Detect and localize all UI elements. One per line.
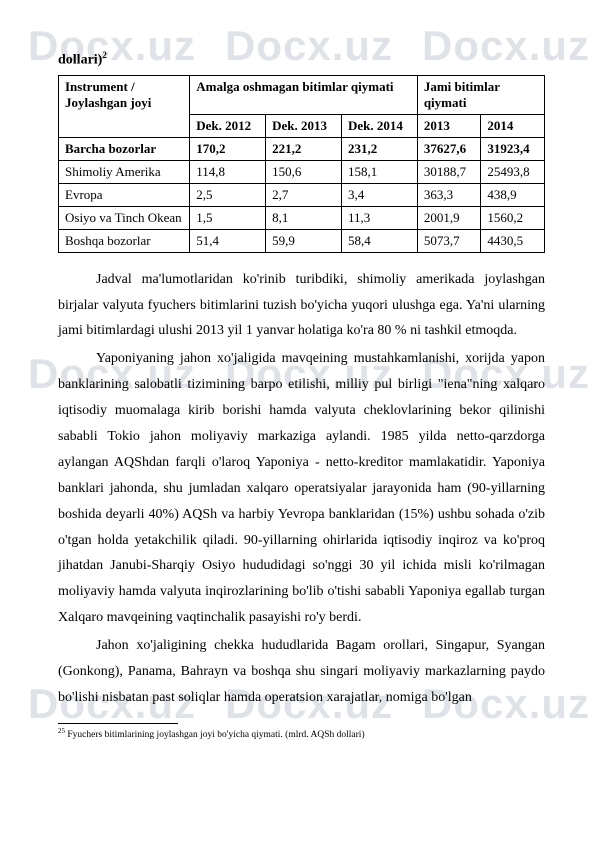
col-sub-dek2013: Dek. 2013: [266, 114, 342, 137]
heading-sup: 2: [102, 50, 107, 60]
data-table: Instrument / Joylashgan joyi Amalga oshm…: [58, 75, 545, 253]
cell: 58,4: [341, 229, 417, 252]
cell: Evropa: [59, 183, 190, 206]
cell: 8,1: [266, 206, 342, 229]
page-content: dollari)2 Instrument / Joylashgan joyi A…: [0, 0, 595, 770]
cell: 2001,9: [417, 206, 481, 229]
heading-text: dollari): [58, 53, 102, 68]
table-row: Evropa 2,5 2,7 3,4 363,3 438,9: [59, 183, 545, 206]
footnote-sup: 25: [58, 727, 65, 735]
table-heading: dollari)2: [58, 50, 545, 69]
table-row: Barcha bozorlar 170,2 221,2 231,2 37627,…: [59, 137, 545, 160]
cell: Osiyo va Tinch Okean: [59, 206, 190, 229]
cell: 1560,2: [481, 206, 545, 229]
cell: Boshqa bozorlar: [59, 229, 190, 252]
cell: 25493,8: [481, 160, 545, 183]
cell: 231,2: [341, 137, 417, 160]
paragraph-2: Yaponiyaning jahon xo'jaligida mavqeinin…: [58, 346, 545, 631]
cell: 150,6: [266, 160, 342, 183]
cell: 114,8: [190, 160, 266, 183]
footnote: 25 Fyuchers bitimlarining joylashgan joy…: [58, 727, 545, 740]
col-sub-dek2014: Dek. 2014: [341, 114, 417, 137]
footnote-separator: [58, 723, 178, 724]
cell: 59,9: [266, 229, 342, 252]
table-header-row-1: Instrument / Joylashgan joyi Amalga oshm…: [59, 75, 545, 114]
cell: 31923,4: [481, 137, 545, 160]
cell: 3,4: [341, 183, 417, 206]
table-row: Boshqa bozorlar 51,4 59,9 58,4 5073,7 44…: [59, 229, 545, 252]
col-sub-dek2012: Dek. 2012: [190, 114, 266, 137]
cell: 37627,6: [417, 137, 481, 160]
table-row: Osiyo va Tinch Okean 1,5 8,1 11,3 2001,9…: [59, 206, 545, 229]
cell: Shimoliy Amerika: [59, 160, 190, 183]
col-header-amalga: Amalga oshmagan bitimlar qiymati: [190, 75, 418, 114]
paragraph-1: Jadval ma'lumotlaridan ko'rinib turibdik…: [58, 267, 545, 345]
cell: 2,5: [190, 183, 266, 206]
col-sub-2014: 2014: [481, 114, 545, 137]
cell: 5073,7: [417, 229, 481, 252]
cell: Barcha bozorlar: [59, 137, 190, 160]
cell: 158,1: [341, 160, 417, 183]
cell: 4430,5: [481, 229, 545, 252]
cell: 1,5: [190, 206, 266, 229]
table-row: Shimoliy Amerika 114,8 150,6 158,1 30188…: [59, 160, 545, 183]
cell: 438,9: [481, 183, 545, 206]
cell: 170,2: [190, 137, 266, 160]
paragraph-3: Jahon xo'jaligining chekka hududlarida B…: [58, 633, 545, 711]
cell: 51,4: [190, 229, 266, 252]
cell: 221,2: [266, 137, 342, 160]
footnote-text: Fyuchers bitimlarining joylashgan joyi b…: [65, 730, 365, 740]
col-sub-2013: 2013: [417, 114, 481, 137]
cell: 2,7: [266, 183, 342, 206]
col-header-jami: Jami bitimlar qiymati: [417, 75, 544, 114]
cell: 363,3: [417, 183, 481, 206]
cell: 11,3: [341, 206, 417, 229]
col-header-instrument: Instrument / Joylashgan joyi: [59, 75, 190, 137]
cell: 30188,7: [417, 160, 481, 183]
